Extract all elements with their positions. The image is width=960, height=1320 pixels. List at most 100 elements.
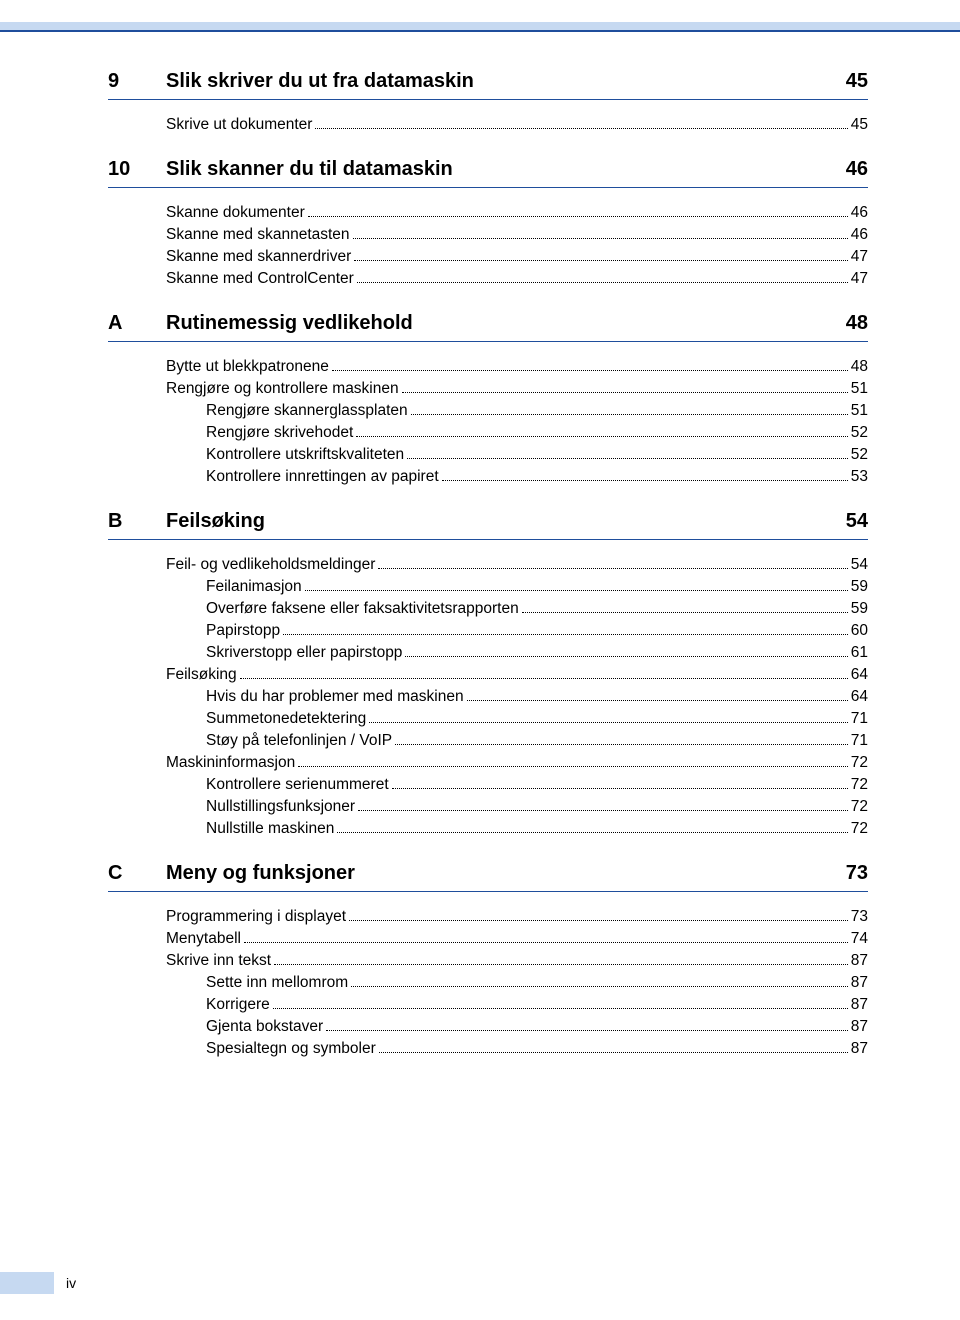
toc-entry-page: 53 [851, 466, 868, 488]
toc-entry[interactable]: Summetonedetektering71 [166, 708, 868, 730]
toc-section: 9Slik skriver du ut fra datamaskin45Skri… [108, 70, 868, 136]
toc-entry-label: Maskininformasjon [166, 752, 295, 774]
toc-entry[interactable]: Sette inn mellomrom87 [166, 972, 868, 994]
toc-entry-page: 87 [851, 994, 868, 1016]
section-title: Meny og funksjoner [166, 862, 846, 885]
toc-entry[interactable]: Kontrollere innrettingen av papiret 53 [166, 466, 868, 488]
dot-leader [298, 766, 848, 767]
toc-entry-label: Rengjøre skannerglassplaten [206, 400, 408, 422]
section-entries: Skanne dokumenter46Skanne med skannetast… [166, 202, 868, 290]
section-entries: Skrive ut dokumenter 45 [166, 114, 868, 136]
toc-entry[interactable]: Hvis du har problemer med maskinen64 [166, 686, 868, 708]
toc-entry-label: Nullstille maskinen [206, 818, 334, 840]
toc-entry[interactable]: Gjenta bokstaver 87 [166, 1016, 868, 1038]
dot-leader [326, 1030, 848, 1031]
toc-entry-page: 51 [851, 378, 868, 400]
toc-section: CMeny og funksjoner73Programmering i dis… [108, 862, 868, 1060]
toc-entry-page: 72 [851, 818, 868, 840]
page-number: iv [66, 1275, 76, 1291]
header-bar [0, 22, 960, 32]
page-footer: iv [0, 1272, 76, 1294]
toc-entry-label: Summetonedetektering [206, 708, 366, 730]
dot-leader [395, 744, 848, 745]
dot-leader [378, 568, 847, 569]
toc-entry[interactable]: Rengjøre og kontrollere maskinen 51 [166, 378, 868, 400]
toc-entry-label: Skanne med skannerdriver [166, 246, 351, 268]
toc-entry-page: 46 [851, 202, 868, 224]
toc-entry-label: Overføre faksene eller faksaktivitetsrap… [206, 598, 519, 620]
toc-entry[interactable]: Rengjøre skrivehodet52 [166, 422, 868, 444]
dot-leader [369, 722, 847, 723]
dot-leader [522, 612, 848, 613]
section-title: Slik skriver du ut fra datamaskin [166, 70, 846, 93]
toc-entry[interactable]: Korrigere87 [166, 994, 868, 1016]
toc-entry-page: 64 [851, 664, 868, 686]
toc-entry[interactable]: Papirstopp 60 [166, 620, 868, 642]
toc-entry[interactable]: Skrive inn tekst87 [166, 950, 868, 972]
section-number: C [108, 862, 166, 885]
toc-entry-page: 72 [851, 752, 868, 774]
toc-entry-page: 61 [851, 642, 868, 664]
toc-entry-label: Gjenta bokstaver [206, 1016, 323, 1038]
toc-entry-label: Papirstopp [206, 620, 280, 642]
toc-entry-page: 45 [851, 114, 868, 136]
toc-entry-label: Hvis du har problemer med maskinen [206, 686, 464, 708]
toc-entry[interactable]: Programmering i displayet73 [166, 906, 868, 928]
section-title: Slik skanner du til datamaskin [166, 158, 846, 181]
dot-leader [411, 414, 848, 415]
dot-leader [358, 810, 848, 811]
toc-entry-page: 60 [851, 620, 868, 642]
toc-entry-page: 59 [851, 598, 868, 620]
dot-leader [379, 1052, 848, 1053]
toc-entry[interactable]: Skrive ut dokumenter 45 [166, 114, 868, 136]
dot-leader [337, 832, 847, 833]
toc-entry[interactable]: Spesialtegn og symboler87 [166, 1038, 868, 1060]
section-number: A [108, 312, 166, 335]
dot-leader [392, 788, 848, 789]
toc-entry-label: Støy på telefonlinjen / VoIP [206, 730, 392, 752]
toc-entry[interactable]: Nullstillingsfunksjoner72 [166, 796, 868, 818]
toc-entry-label: Kontrollere innrettingen av papiret [206, 466, 439, 488]
toc-entry[interactable]: Skriverstopp eller papirstopp61 [166, 642, 868, 664]
toc-entry-page: 74 [851, 928, 868, 950]
dot-leader [405, 656, 847, 657]
section-header: 9Slik skriver du ut fra datamaskin45 [108, 70, 868, 100]
toc-entry[interactable]: Menytabell74 [166, 928, 868, 950]
toc-entry-page: 87 [851, 1016, 868, 1038]
toc-entry-page: 52 [851, 444, 868, 466]
toc-entry-page: 59 [851, 576, 868, 598]
toc-entry[interactable]: Nullstille maskinen 72 [166, 818, 868, 840]
toc-content: 9Slik skriver du ut fra datamaskin45Skri… [108, 70, 868, 1082]
toc-entry[interactable]: Kontrollere utskriftskvaliteten52 [166, 444, 868, 466]
toc-entry[interactable]: Kontrollere serienummeret72 [166, 774, 868, 796]
toc-entry-page: 47 [851, 246, 868, 268]
toc-entry-label: Skrive ut dokumenter [166, 114, 312, 136]
toc-entry[interactable]: Feilanimasjon59 [166, 576, 868, 598]
toc-entry[interactable]: Støy på telefonlinjen / VoIP71 [166, 730, 868, 752]
toc-entry[interactable]: Skanne med skannetasten46 [166, 224, 868, 246]
toc-entry-label: Rengjøre skrivehodet [206, 422, 353, 444]
toc-entry[interactable]: Bytte ut blekkpatronene48 [166, 356, 868, 378]
section-page: 54 [846, 510, 868, 533]
toc-entry-label: Rengjøre og kontrollere maskinen [166, 378, 399, 400]
toc-entry[interactable]: Feil- og vedlikeholdsmeldinger54 [166, 554, 868, 576]
toc-entry[interactable]: Rengjøre skannerglassplaten51 [166, 400, 868, 422]
section-page: 48 [846, 312, 868, 335]
toc-entry-label: Skanne med ControlCenter [166, 268, 354, 290]
dot-leader [402, 392, 848, 393]
toc-entry-label: Sette inn mellomrom [206, 972, 348, 994]
toc-entry[interactable]: Overføre faksene eller faksaktivitetsrap… [166, 598, 868, 620]
section-number: 9 [108, 70, 166, 93]
dot-leader [332, 370, 848, 371]
toc-entry[interactable]: Skanne med skannerdriver 47 [166, 246, 868, 268]
section-header: ARutinemessig vedlikehold48 [108, 312, 868, 342]
section-entries: Bytte ut blekkpatronene48Rengjøre og kon… [166, 356, 868, 488]
toc-entry-page: 87 [851, 1038, 868, 1060]
toc-entry-label: Skanne med skannetasten [166, 224, 350, 246]
toc-entry[interactable]: Skanne med ControlCenter47 [166, 268, 868, 290]
toc-entry[interactable]: Skanne dokumenter46 [166, 202, 868, 224]
toc-entry[interactable]: Maskininformasjon 72 [166, 752, 868, 774]
toc-entry[interactable]: Feilsøking64 [166, 664, 868, 686]
dot-leader [315, 128, 847, 129]
dot-leader [357, 282, 848, 283]
